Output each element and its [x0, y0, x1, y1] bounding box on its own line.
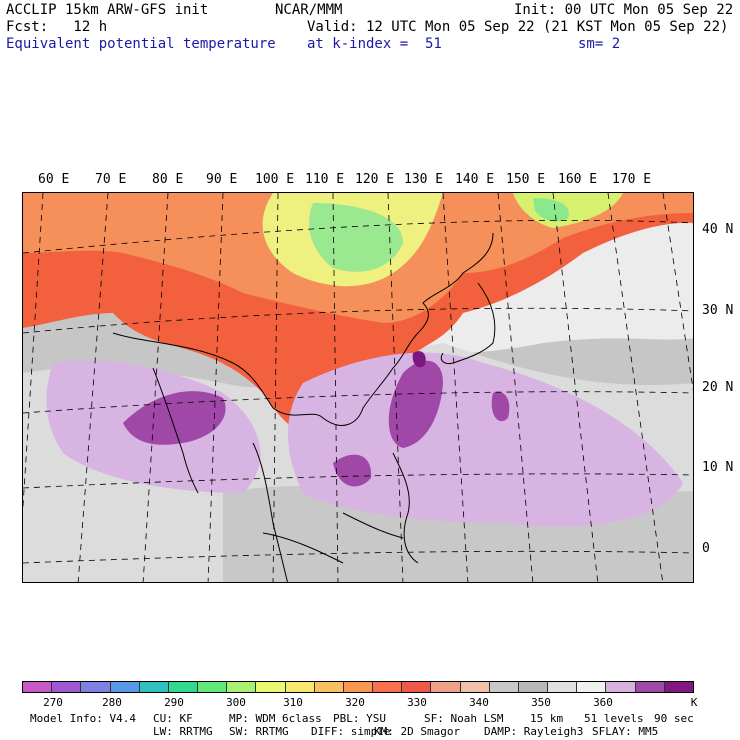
lilac-pacific: [288, 352, 683, 527]
colorbar-swatch: [577, 682, 607, 692]
colorbar-swatch: [548, 682, 578, 692]
coastline-indonesia: [262, 512, 404, 564]
longitude-label: 150 E: [506, 172, 546, 187]
colorbar-swatch: [23, 682, 53, 692]
purple-south: [333, 454, 372, 487]
colorbar-swatch: [489, 682, 519, 692]
colorbar-tick-label: 310: [283, 696, 303, 709]
colorbar-swatch: [460, 682, 490, 692]
model-info-item: SW: RRTMG: [229, 725, 289, 738]
model-info-item: DAMP: Rayleigh3: [484, 725, 584, 738]
model-info-item: SFLAY: MM5: [592, 725, 659, 738]
colorbar-tick-label: 290: [164, 696, 184, 709]
longitude-label: 60 E: [38, 172, 70, 187]
coastline-asia: [112, 232, 494, 426]
model-info-item: 51 levels: [584, 712, 644, 725]
colorbar-swatch: [81, 682, 111, 692]
model-info-item: 15 km: [530, 712, 564, 725]
longitude-label: 130 E: [404, 172, 444, 187]
colorbar-swatch: [285, 682, 315, 692]
purple-typhoon: [388, 360, 443, 448]
colorbar-tick-label: 300: [226, 696, 246, 709]
colorbar-swatch: [606, 682, 636, 692]
colorbar-swatch: [227, 682, 257, 692]
longitude-label: 160 E: [558, 172, 598, 187]
model-title: ACCLIP 15km ARW-GFS init: [6, 2, 209, 18]
valid-time: Valid: 12 UTC Mon 05 Sep 22 (21 KST Mon …: [307, 19, 729, 35]
purple-east: [491, 391, 510, 422]
graticule: [23, 193, 693, 582]
coastline-indochina: [252, 442, 289, 582]
latitude-label: 0: [702, 541, 710, 556]
forecast-hour: Fcst: 12 h: [6, 19, 108, 35]
longitude-label: 140 E: [455, 172, 495, 187]
colorbar-swatch: [139, 682, 169, 692]
colorbar-swatch: [373, 682, 403, 692]
longitude-label: 110 E: [305, 172, 345, 187]
colorbar-swatch: [168, 682, 199, 692]
colorbar: [22, 681, 694, 693]
level-index: at k-index = 51: [307, 36, 442, 52]
model-info-item: Model Info: V4.4: [30, 712, 136, 725]
coastline-japan: [440, 282, 496, 364]
model-info-item: CU: KF: [153, 712, 193, 725]
colorbar-swatch: [402, 682, 432, 692]
init-time: Init: 00 UTC Mon 05 Sep 22: [514, 2, 734, 18]
longitude-label: 170 E: [612, 172, 652, 187]
colorbar-swatch: [52, 682, 82, 692]
colorbar-swatch: [256, 682, 286, 692]
typhoon-core: [412, 351, 426, 368]
field-name: Equivalent potential temperature: [6, 36, 276, 52]
model-info-item: LW: RRTMG: [153, 725, 213, 738]
smoothing: sm= 2: [578, 36, 621, 52]
map-canvas: [23, 193, 693, 582]
colorbar-swatch: [110, 682, 140, 692]
model-info-item: MP: WDM 6class: [229, 712, 322, 725]
model-info-item: DIFF: simple: [311, 725, 391, 738]
colorbar-swatch: [343, 682, 374, 692]
colorbar-swatch: [635, 682, 665, 692]
org-label: NCAR/MMM: [275, 2, 343, 18]
colorbar-tick-label: 270: [43, 696, 63, 709]
green-pool-2: [533, 198, 569, 222]
colorbar-tick-label: 280: [102, 696, 122, 709]
model-info-item: PBL: YSU: [333, 712, 386, 725]
theta-e-map: [22, 192, 694, 583]
model-info-item: SF: Noah LSM: [424, 712, 504, 725]
colorbar-swatch: [518, 682, 549, 692]
colorbar-tick-label: 320: [345, 696, 365, 709]
colorbar-swatch: [431, 682, 461, 692]
longitude-label: 120 E: [355, 172, 395, 187]
colorbar-unit: K: [690, 696, 698, 709]
longitude-label: 100 E: [255, 172, 295, 187]
model-info-item: 90 sec: [654, 712, 694, 725]
colorbar-tick-label: 360: [593, 696, 613, 709]
colorbar-swatch: [664, 682, 693, 692]
longitude-label: 80 E: [152, 172, 184, 187]
colorbar-tick-label: 350: [531, 696, 551, 709]
coastline-india: [152, 367, 199, 494]
latitude-label: 30 N: [702, 303, 734, 318]
longitude-label: 70 E: [95, 172, 127, 187]
colorbar-swatch: [198, 682, 228, 692]
colorbar-tick-label: 330: [407, 696, 427, 709]
longitude-label: 90 E: [206, 172, 238, 187]
coastline-philippines: [392, 452, 419, 564]
latitude-label: 10 N: [702, 460, 734, 475]
latitude-label: 20 N: [702, 380, 734, 395]
latitude-label: 40 N: [702, 222, 734, 237]
model-info-item: KM: 2D Smagor: [374, 725, 461, 738]
green-cold-region: [309, 203, 403, 272]
colorbar-swatch: [314, 682, 344, 692]
colorbar-tick-label: 340: [469, 696, 489, 709]
